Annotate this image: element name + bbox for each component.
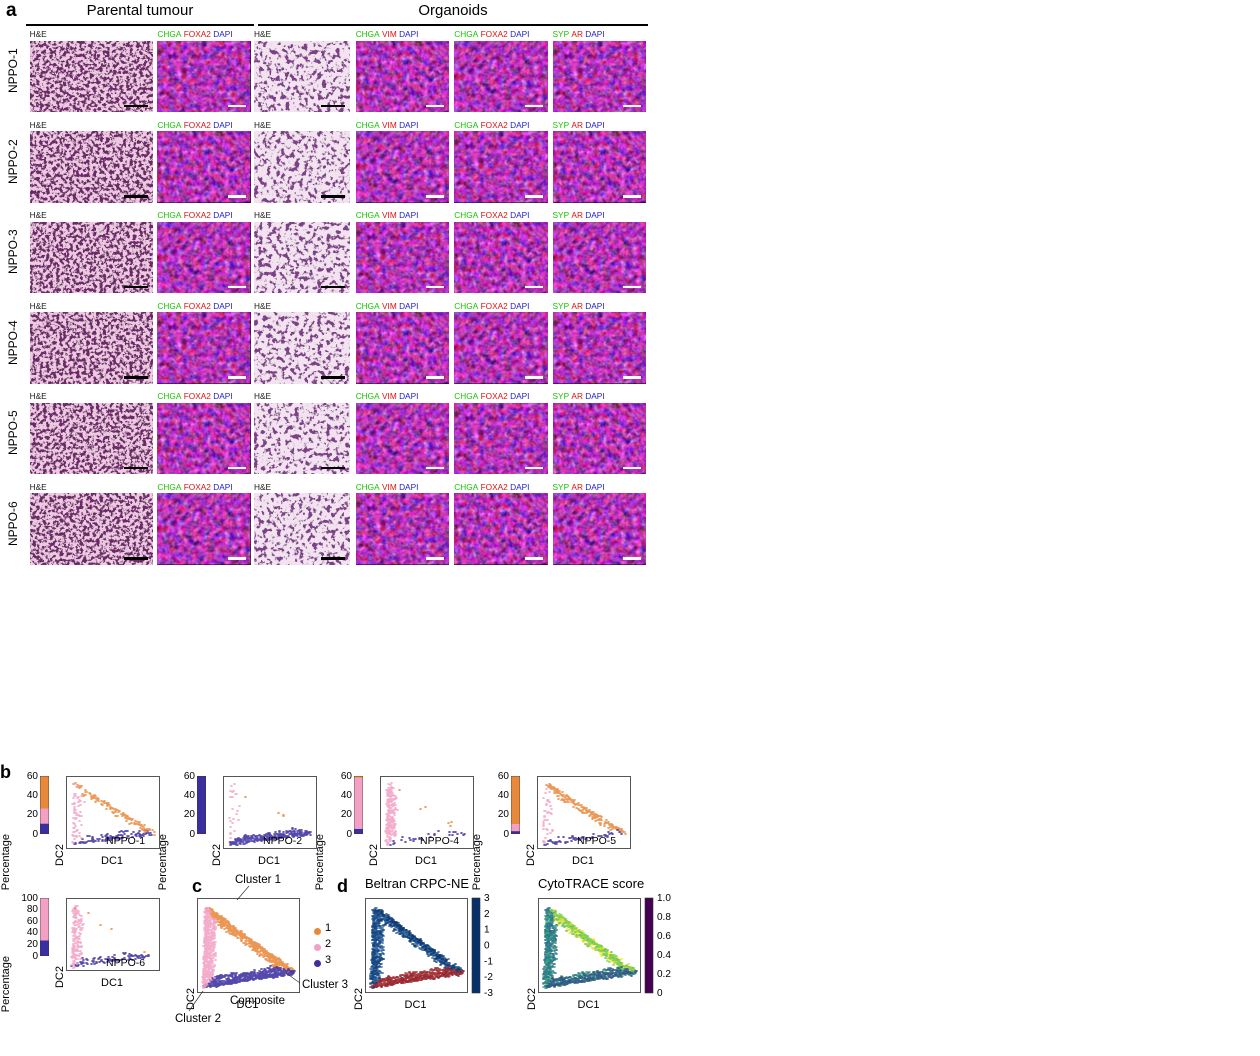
svg-text:1.0: 1.0 bbox=[657, 893, 671, 904]
svg-text:-2: -2 bbox=[484, 972, 493, 983]
svg-text:1: 1 bbox=[484, 925, 490, 936]
svg-text:2: 2 bbox=[484, 909, 490, 920]
svg-text:-1: -1 bbox=[484, 956, 493, 967]
svg-text:0.4: 0.4 bbox=[657, 950, 671, 961]
svg-text:0: 0 bbox=[657, 988, 663, 999]
svg-text:3: 3 bbox=[484, 893, 490, 904]
svg-text:0: 0 bbox=[484, 941, 490, 952]
svg-text:0.6: 0.6 bbox=[657, 931, 671, 942]
svg-text:0.8: 0.8 bbox=[657, 912, 671, 923]
svg-text:-3: -3 bbox=[484, 988, 493, 999]
svg-text:0.2: 0.2 bbox=[657, 969, 671, 980]
